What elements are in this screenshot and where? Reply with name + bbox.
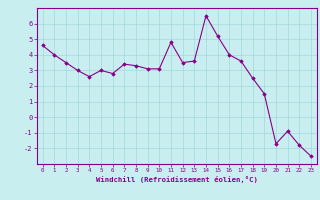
X-axis label: Windchill (Refroidissement éolien,°C): Windchill (Refroidissement éolien,°C): [96, 176, 258, 183]
